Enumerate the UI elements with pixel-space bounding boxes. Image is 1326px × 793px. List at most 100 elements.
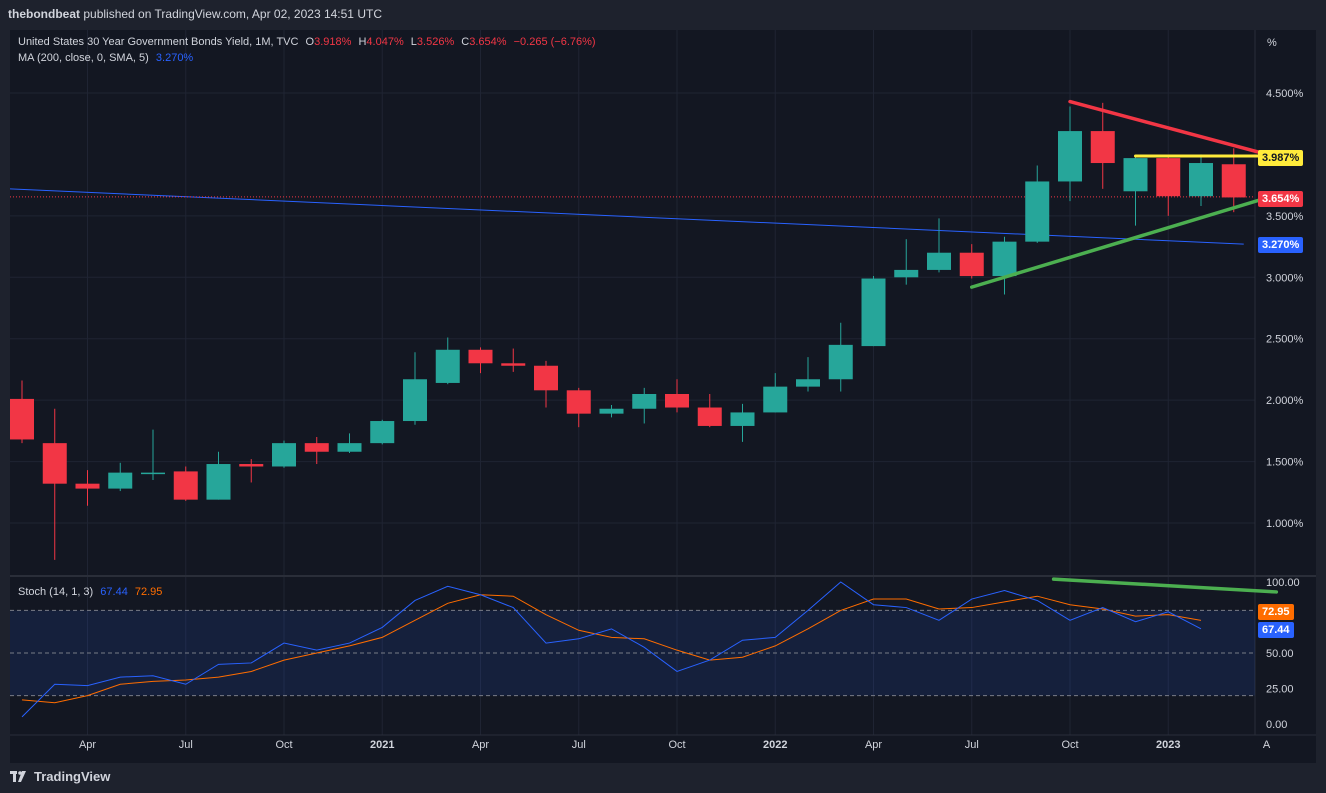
candle-body: [468, 349, 493, 364]
y-tick-label: 4.500%: [1266, 88, 1304, 100]
candle-body: [959, 252, 984, 277]
stoch-d-line: [21, 594, 1202, 704]
ma-label[interactable]: MA (200, close, 0, SMA, 5): [18, 52, 149, 64]
candle-body: [75, 483, 100, 489]
x-tick-label: Jul: [572, 739, 586, 751]
candle-body: [796, 379, 820, 387]
candle-body: [435, 349, 460, 383]
candle-body: [828, 344, 853, 380]
chart-frame[interactable]: 4.500% 3.500% 3.000% 2.500% 2.000% 1.500% 1.00…: [10, 30, 1316, 763]
y-unit-label: %: [1267, 37, 1277, 49]
close-label: C: [461, 36, 470, 48]
candle-body: [141, 472, 165, 475]
candle-body: [1058, 131, 1082, 182]
low-label: L: [410, 36, 417, 48]
last-price-badge: 3.654%: [1258, 191, 1304, 207]
stoch-k-line: [21, 581, 1202, 718]
ma-price-badge: 3.270%: [1258, 237, 1304, 253]
candle-body: [927, 252, 951, 270]
ma-line: [10, 188, 1244, 245]
annotations-layer: [970, 99, 1279, 289]
candle-body: [1025, 181, 1050, 242]
candle-body: [272, 443, 296, 467]
y-tick-label: 1.500%: [1266, 457, 1304, 469]
x-tick-label: Apr: [79, 739, 96, 751]
publisher-bar: thebondbeat published on TradingView.com…: [0, 0, 1326, 30]
x-tick-label: Apr: [472, 739, 489, 751]
stoch-d-badge: 72.95: [1258, 604, 1294, 620]
level-price-badge: 3.987%: [1258, 150, 1304, 166]
candle-body: [599, 408, 624, 414]
candle-body: [304, 443, 329, 452]
x-tick-label: Jul: [179, 739, 193, 751]
candle-body: [534, 365, 558, 391]
tradingview-logo[interactable]: TradingView: [10, 769, 110, 784]
resistance-trendline: [1068, 99, 1279, 159]
candle-body: [1221, 164, 1246, 198]
support-trendline: [970, 193, 1279, 289]
candle-body: [337, 443, 362, 452]
footer-bar: TradingView: [0, 763, 1326, 793]
candle-body: [566, 390, 591, 414]
candle-body: [861, 278, 886, 347]
stoch-y-tick-label: 25.00: [1266, 684, 1294, 696]
candle-body: [10, 398, 34, 440]
publisher-text: published on TradingView.com, Apr 02, 20…: [83, 7, 382, 21]
candle-body: [403, 379, 427, 422]
open-label: O: [305, 36, 315, 48]
ma-layer: [10, 188, 1255, 245]
x-tick-label: 2021: [370, 739, 394, 751]
stoch-divergence-line: [1051, 577, 1279, 594]
close-value: 3.654%: [469, 36, 507, 48]
x-tick-label: Oct: [1061, 739, 1078, 751]
x-tick-label: Oct: [668, 739, 685, 751]
candle-body: [108, 472, 133, 489]
candles-layer: [10, 102, 1246, 560]
candle-body: [763, 386, 788, 413]
publisher-user[interactable]: thebondbeat: [8, 7, 80, 21]
low-value: 3.526%: [416, 36, 455, 48]
open-value: 3.918%: [314, 36, 352, 48]
publisher-info: thebondbeat published on TradingView.com…: [8, 7, 382, 21]
x-tick-label: Jul: [965, 739, 979, 751]
candle-body: [370, 421, 395, 444]
stoch-layer: [10, 577, 1279, 718]
stoch-y-tick-label: 100.00: [1266, 577, 1300, 589]
stoch-k-badge: 67.44: [1258, 622, 1294, 638]
candle-body: [1123, 158, 1148, 192]
stoch-y-tick-label: 50.00: [1266, 648, 1294, 660]
candle-body: [894, 269, 919, 278]
y-tick-label: 3.000%: [1266, 272, 1304, 284]
y-tick-label: 2.000%: [1266, 395, 1304, 407]
tradingview-brand: TradingView: [34, 769, 111, 784]
y-tick-label: 2.500%: [1266, 334, 1304, 346]
x-tick-label: 2022: [763, 739, 787, 751]
candle-body: [632, 394, 657, 409]
y-tick-label: 1.000%: [1266, 518, 1304, 530]
tradingview-icon: [10, 770, 26, 782]
candle-body: [992, 241, 1017, 277]
x-tick-label: 2023: [1156, 739, 1180, 751]
stoch-label[interactable]: Stoch (14, 1, 3): [18, 586, 94, 598]
y-tick-label: 3.500%: [1266, 211, 1304, 223]
candle-body: [173, 471, 198, 500]
candle-body: [239, 464, 264, 467]
candle-body: [730, 412, 755, 426]
x-tick-label: Apr: [865, 739, 882, 751]
candle-body: [1189, 163, 1213, 197]
candle-body: [697, 407, 722, 426]
stoch-y-tick-label: 0.00: [1266, 719, 1287, 731]
candle-body: [665, 394, 689, 408]
candle-body: [501, 363, 526, 366]
high-value: 4.047%: [366, 36, 404, 48]
ma-value: 3.270%: [155, 52, 194, 64]
change-value: −0.265 (−6.76%): [513, 36, 596, 48]
stoch-d-value: 72.95: [134, 586, 163, 598]
axes-layer: 4.500% 3.500% 3.000% 2.500% 2.000% 1.500% 1.00…: [79, 37, 1304, 751]
chart-canvas[interactable]: 4.500% 3.500% 3.000% 2.500% 2.000% 1.500% 1.00…: [10, 30, 1316, 763]
symbol-title[interactable]: United States 30 Year Government Bonds Y…: [18, 36, 299, 48]
ma-legend: MA (200, close, 0, SMA, 5) 3.270%: [18, 52, 197, 64]
candle-body: [1090, 131, 1115, 164]
x-tick-label: Oct: [275, 739, 292, 751]
x-tick-label: A: [1263, 739, 1271, 751]
